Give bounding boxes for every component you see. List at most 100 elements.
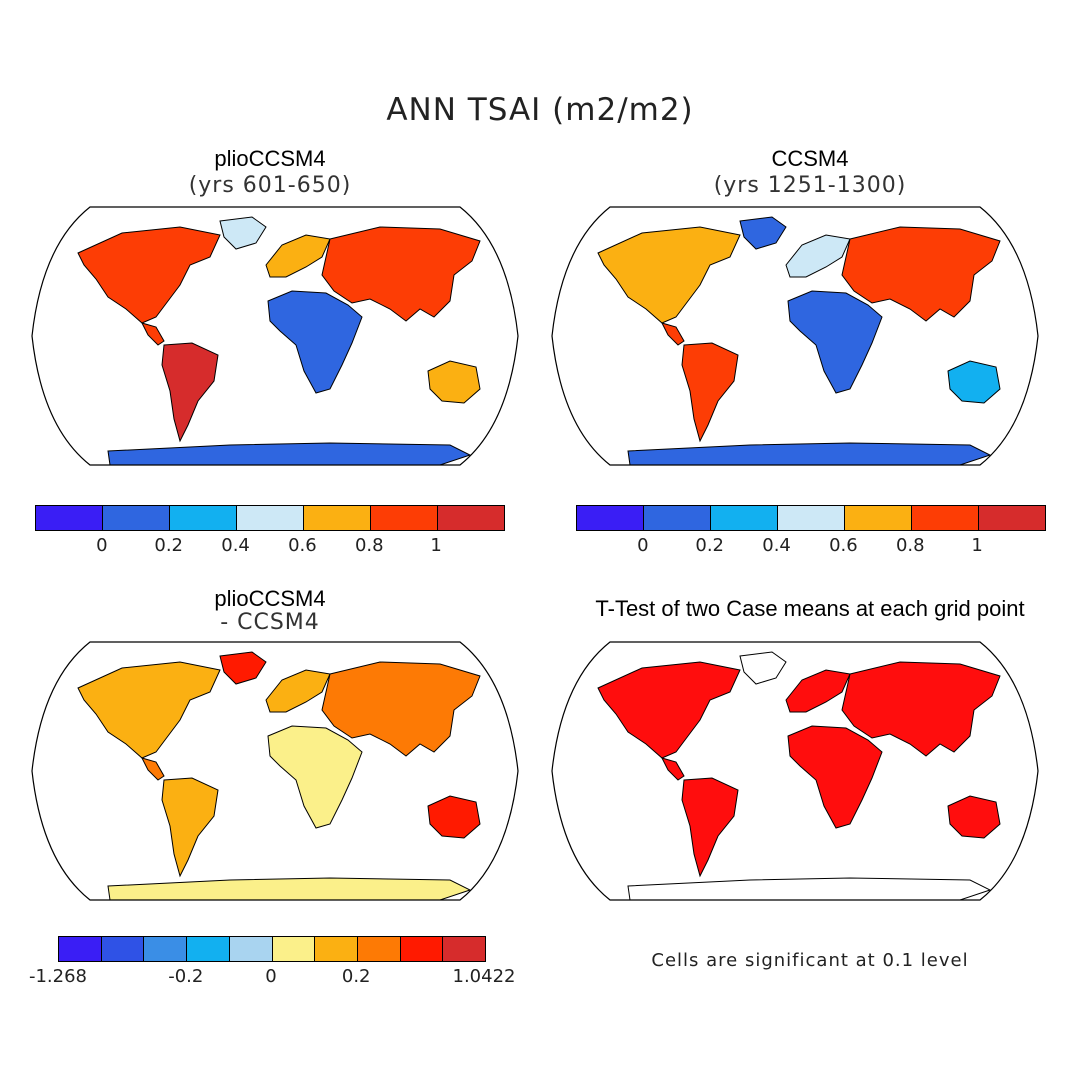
colorbar-swatch xyxy=(711,506,778,530)
colorbar-swatch xyxy=(170,506,237,530)
continent-north-america xyxy=(597,661,741,759)
continent-antarctica xyxy=(627,442,992,465)
colorbar-tick-label: 0 xyxy=(265,966,277,987)
colorbar-tick-label: 0.8 xyxy=(895,535,925,556)
colorbar-swatch xyxy=(272,937,316,961)
map-frame xyxy=(31,206,519,466)
map-ccsm4 xyxy=(551,206,1039,466)
continent-africa xyxy=(787,290,883,394)
colorbar-tick-label: 0 xyxy=(96,535,108,556)
colorbar-difference xyxy=(58,936,486,962)
continent-north-america xyxy=(77,226,221,324)
colorbar-tick-label: -0.2 xyxy=(168,966,204,987)
colorbar-tick-label: 0.2 xyxy=(695,535,725,556)
continent-greenland xyxy=(219,651,267,685)
continent-greenland xyxy=(739,216,787,250)
continent-antarctica xyxy=(627,877,992,900)
continent-north-america xyxy=(77,661,221,759)
panel-subtitle-pliocssm4: (yrs 601-650) xyxy=(188,173,352,198)
colorbar-swatch xyxy=(187,937,230,961)
continent-south-america xyxy=(681,777,739,878)
continent-greenland xyxy=(739,651,787,685)
colorbar-swatch xyxy=(438,506,504,530)
continent-south-america xyxy=(161,342,219,443)
colorbar-tick-label: 0.2 xyxy=(341,966,371,987)
map-plioccsm4 xyxy=(31,206,519,466)
continent-europe xyxy=(785,234,851,278)
continent-central-america xyxy=(141,322,165,346)
continent-africa xyxy=(787,725,883,829)
colorbar-tick-label: 0.8 xyxy=(354,535,384,556)
colorbar-tick-label: 0.4 xyxy=(762,535,791,556)
continent-asia xyxy=(321,226,481,322)
colorbar-tick-label: 1 xyxy=(971,535,983,556)
panel-title-ccsm4: CCSM4 xyxy=(771,146,849,171)
colorbar-tick-label: 0.4 xyxy=(221,535,250,556)
colorbar-swatch xyxy=(577,506,644,530)
panel-title-ttest: T-Test of two Case means at each grid po… xyxy=(595,596,1025,621)
continent-asia xyxy=(841,661,1001,757)
colorbar-ticks-ccsm4: 0 0.2 0.4 0.6 0.8 1 xyxy=(576,535,1044,559)
continent-antarctica xyxy=(107,877,472,900)
colorbar-swatch xyxy=(400,937,444,961)
significance-note: Cells are significant at 0.1 level xyxy=(651,950,969,971)
colorbar-tick-label: 0.2 xyxy=(154,535,184,556)
colorbar-tick-label: 0.6 xyxy=(288,535,317,556)
map-frame xyxy=(551,641,1039,901)
colorbar-tick-label: 1.0422 xyxy=(452,966,516,987)
colorbar-swatch xyxy=(229,937,273,961)
colorbar-swatch xyxy=(101,937,145,961)
colorbar-swatch xyxy=(443,937,486,961)
colorbar-tick-label: 1 xyxy=(430,535,442,556)
colorbar-swatch xyxy=(912,506,979,530)
colorbar-swatch xyxy=(371,506,438,530)
colorbar-swatch xyxy=(979,506,1045,530)
continent-australia xyxy=(427,360,481,404)
panel-subtitle-difference: - CCSM4 xyxy=(220,610,320,635)
continent-australia xyxy=(427,795,481,839)
colorbar-swatch xyxy=(845,506,912,530)
colorbar-swatch xyxy=(778,506,845,530)
map-ttest xyxy=(551,641,1039,901)
continent-central-america xyxy=(661,757,685,781)
map-frame xyxy=(551,206,1039,466)
colorbar-swatch xyxy=(59,937,102,961)
continent-asia xyxy=(841,226,1001,322)
map-frame xyxy=(31,641,519,901)
colorbar-swatch xyxy=(644,506,711,530)
continent-europe xyxy=(265,234,331,278)
continent-africa xyxy=(267,725,363,829)
colorbar-swatch xyxy=(103,506,170,530)
continent-greenland xyxy=(219,216,267,250)
continent-central-america xyxy=(661,322,685,346)
colorbar-swatch xyxy=(237,506,304,530)
colorbar-tick-label: 0.6 xyxy=(829,535,858,556)
colorbar-swatch xyxy=(144,937,188,961)
figure-title: ANN TSAI (m2/m2) xyxy=(386,92,694,128)
panel-title-pliocssm4: plioCCSM4 xyxy=(214,146,326,171)
colorbar-ticks-plioccsm4: 0 0.2 0.4 0.6 0.8 1 xyxy=(35,535,503,559)
continent-central-america xyxy=(141,757,165,781)
continent-asia xyxy=(321,661,481,757)
panel-title-difference: plioCCSM4 xyxy=(214,586,326,611)
panel-subtitle-ccsm4: (yrs 1251-1300) xyxy=(713,173,907,198)
continent-south-america xyxy=(161,777,219,878)
continent-south-america xyxy=(681,342,739,443)
continent-antarctica xyxy=(107,442,472,465)
continent-europe xyxy=(785,669,851,713)
continent-north-america xyxy=(597,226,741,324)
colorbar-plioccsm4 xyxy=(35,505,505,531)
colorbar-tick-label: 0 xyxy=(637,535,649,556)
continent-africa xyxy=(267,290,363,394)
colorbar-tick-label: -1.268 xyxy=(28,966,88,987)
colorbar-ccsm4 xyxy=(576,505,1046,531)
continent-australia xyxy=(947,795,1001,839)
continent-australia xyxy=(947,360,1001,404)
colorbar-swatch xyxy=(315,937,358,961)
colorbar-swatch xyxy=(36,506,103,530)
colorbar-swatch xyxy=(304,506,371,530)
colorbar-ticks-difference: -1.268 -0.2 0 0.2 1.0422 xyxy=(29,966,516,990)
colorbar-swatch xyxy=(357,937,401,961)
map-difference xyxy=(31,641,519,901)
continent-europe xyxy=(265,669,331,713)
